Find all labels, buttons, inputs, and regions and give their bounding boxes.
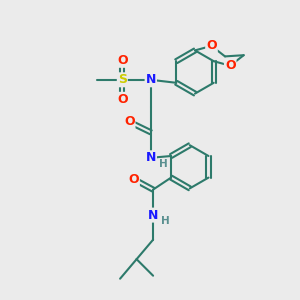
Text: O: O <box>225 59 236 72</box>
Text: O: O <box>128 172 139 186</box>
Text: O: O <box>124 115 134 128</box>
Text: H: H <box>159 159 168 169</box>
Text: H: H <box>161 215 170 226</box>
Text: O: O <box>117 54 128 67</box>
Text: O: O <box>117 93 128 106</box>
Text: N: N <box>146 73 156 86</box>
Text: N: N <box>148 208 158 222</box>
Text: N: N <box>146 151 156 164</box>
Text: O: O <box>206 39 217 52</box>
Text: S: S <box>118 73 127 86</box>
